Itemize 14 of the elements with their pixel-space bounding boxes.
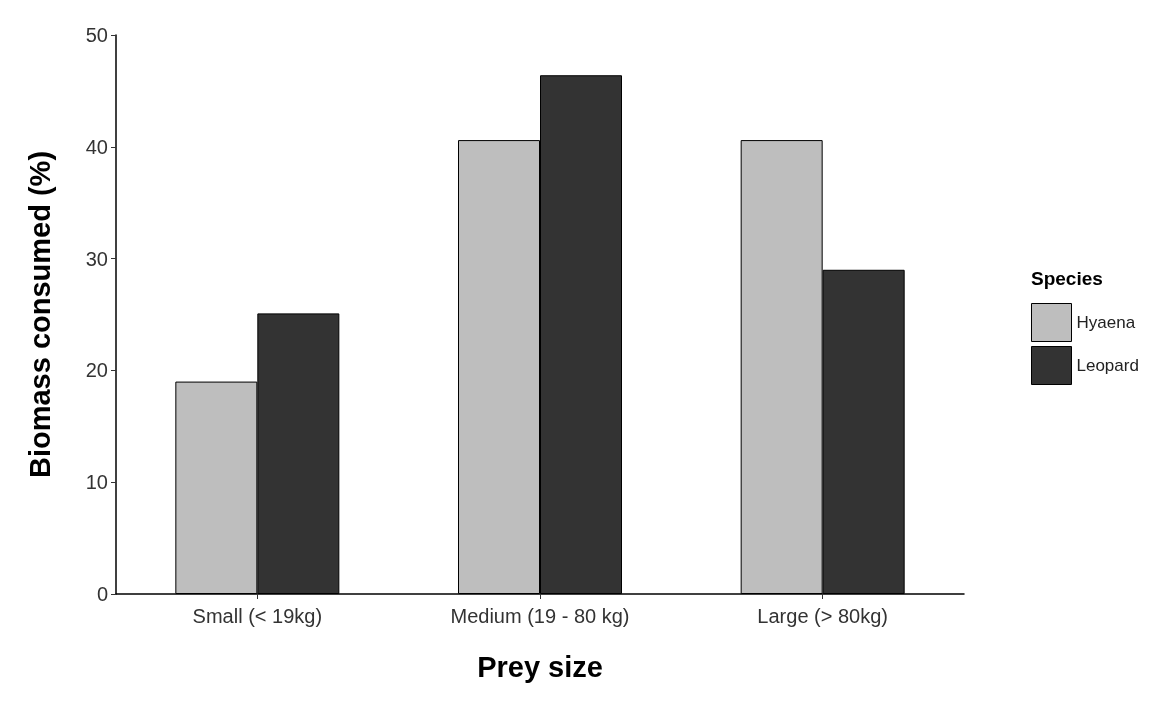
y-tick-label: 50 bbox=[85, 24, 108, 46]
y-tick-label: 0 bbox=[96, 583, 108, 605]
y-tick-label: 10 bbox=[85, 471, 108, 494]
x-tick-label: Medium (19 - 80 kg) bbox=[450, 605, 630, 627]
legend-label: Hyaena bbox=[1076, 313, 1136, 332]
x-tick-label: Large (> 80kg) bbox=[757, 605, 888, 627]
y-tick-label: 20 bbox=[85, 359, 108, 382]
legend-label: Leopard bbox=[1076, 356, 1139, 375]
legend-title: Species bbox=[1031, 268, 1103, 289]
x-axis-title: Prey size bbox=[477, 650, 603, 683]
y-tick-label: 30 bbox=[85, 247, 108, 270]
y-axis-title: Biomass consumed (%) bbox=[23, 150, 56, 479]
x-tick-label: Small (< 19kg) bbox=[192, 605, 323, 627]
y-tick-label: 40 bbox=[85, 135, 108, 158]
